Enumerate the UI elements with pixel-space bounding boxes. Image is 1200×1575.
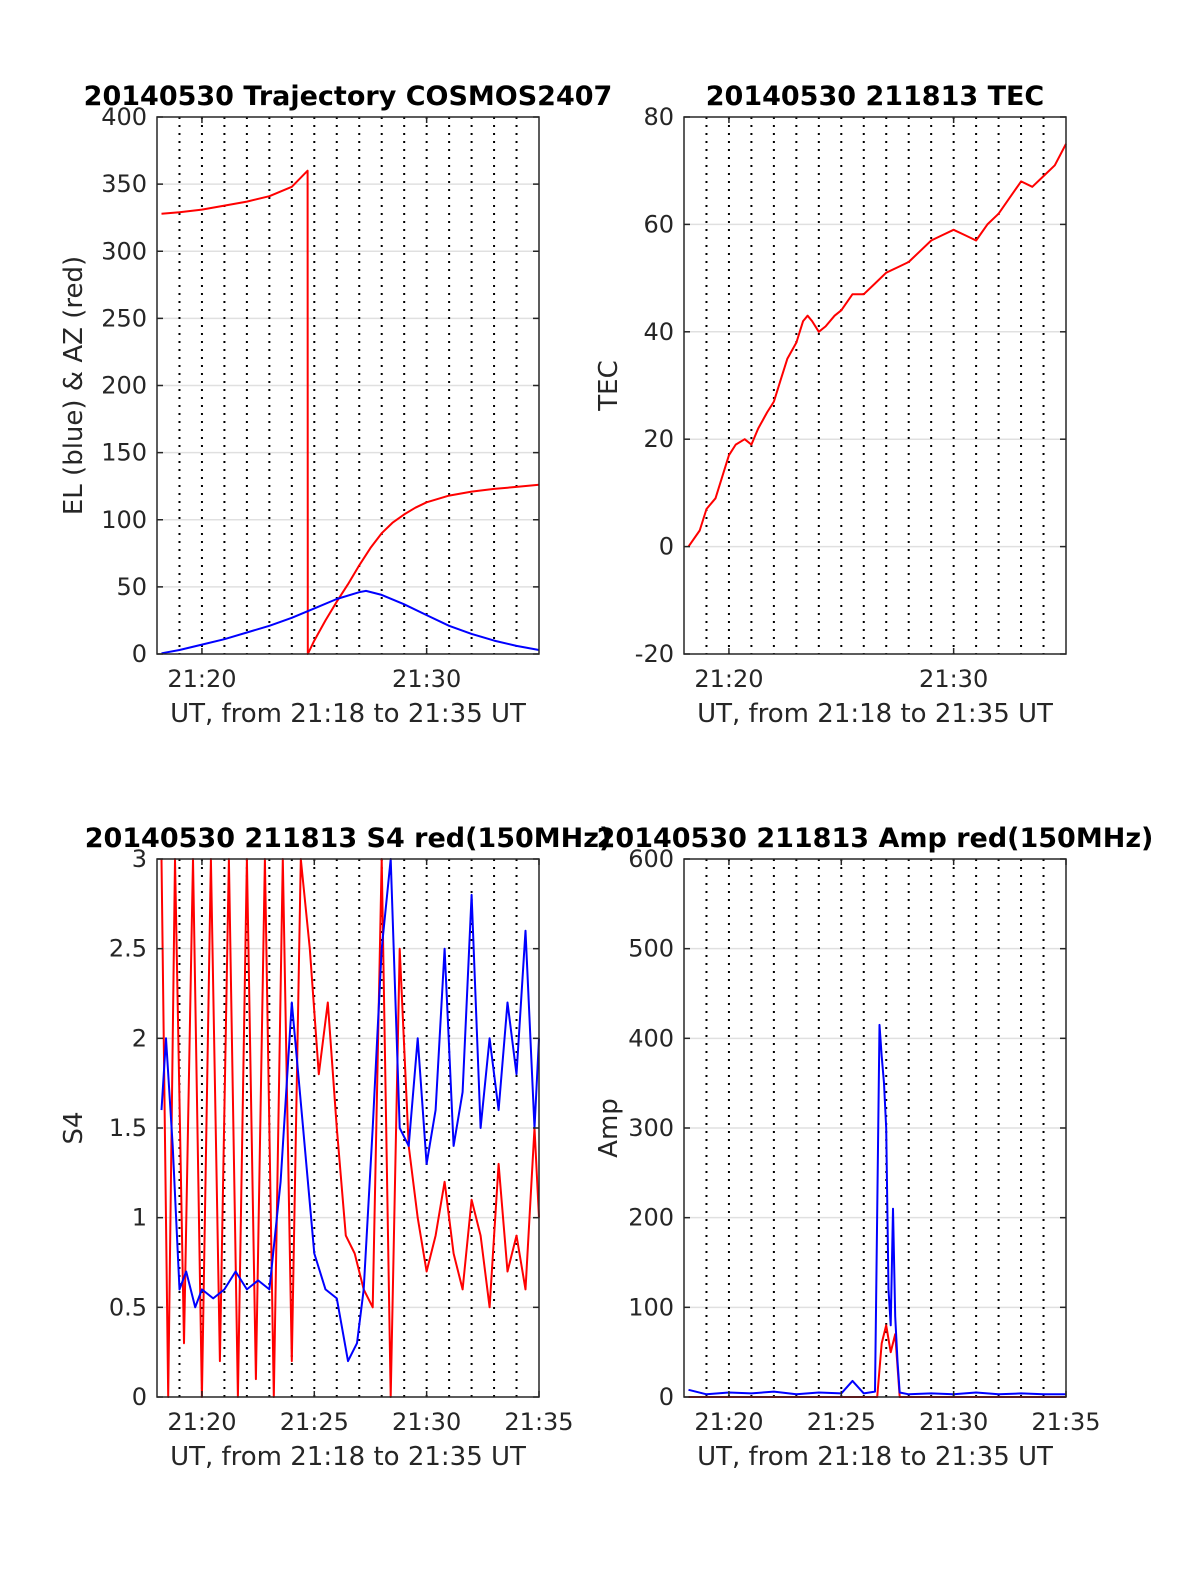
y-tick-label: 50 — [116, 573, 147, 601]
y-axis-label: TEC — [594, 360, 624, 411]
y-axis-label: EL (blue) & AZ (red) — [59, 256, 89, 515]
chart-panel-2: -20 0 20 40 60 80 21:20 21:30 20140530 211813 TE… — [594, 81, 1067, 729]
y-tick-label: 400 — [101, 103, 147, 131]
x-axis-label: UT, from 21:18 to 21:35 UT — [170, 699, 526, 729]
chart-panel-4: 0 100 200 300 400 500 600 21:20 21:25 21:30 21:35 2… — [594, 823, 1153, 1472]
x-tick-label: 21:30 — [919, 665, 988, 693]
x-tick-label: 21:30 — [919, 1408, 988, 1436]
y-tick-label: 20 — [643, 425, 674, 453]
x-tick-label: 21:35 — [1031, 1408, 1100, 1436]
x-tick-label: 21:30 — [392, 665, 461, 693]
y-tick-label: 60 — [643, 210, 674, 238]
x-tick-label: 21:30 — [392, 1408, 461, 1436]
y-tick-label: 0 — [132, 640, 147, 668]
series-line-1 — [688, 1324, 1066, 1398]
axes-box — [683, 116, 1067, 655]
y-tick-label: 600 — [628, 845, 674, 873]
y-tick-label: 1 — [132, 1204, 147, 1232]
x-tick-label: 21:20 — [167, 1408, 236, 1436]
y-tick-label: 150 — [101, 439, 147, 467]
y-tick-label: 100 — [628, 1293, 674, 1321]
chart-title: 20140530 211813 TEC — [706, 81, 1045, 112]
chart-panel-1: 0 50 100 150 200 250 300 350 400 21:20 21:30 201405… — [59, 81, 612, 729]
chart-panel-3: 0 0.5 1 1.5 2 2.5 3 21:20 21:25 21:30 21:35 2014053… — [59, 823, 611, 1472]
chart-title: 20140530 211813 S4 red(150MHz) — [85, 823, 612, 854]
chart-title: 20140530 Trajectory COSMOS2407 — [84, 81, 613, 112]
y-tick-label: 350 — [101, 170, 147, 198]
x-axis-label: UT, from 21:18 to 21:35 UT — [170, 1442, 526, 1472]
y-tick-label: 400 — [628, 1024, 674, 1052]
y-tick-label: 80 — [643, 103, 674, 131]
x-axis-label: UT, from 21:18 to 21:35 UT — [697, 699, 1053, 729]
series-line-2 — [161, 589, 540, 655]
y-tick-label: 2 — [132, 1024, 147, 1052]
y-tick-label: 100 — [101, 506, 147, 534]
y-tick-label: 300 — [101, 237, 147, 265]
y-axis-label: Amp — [594, 1098, 624, 1158]
x-tick-label: 21:20 — [694, 1408, 763, 1436]
y-tick-label: 0.5 — [109, 1293, 147, 1321]
y-axis-label: S4 — [59, 1111, 89, 1144]
y-tick-label: 200 — [628, 1204, 674, 1232]
y-tick-label: 500 — [628, 935, 674, 963]
y-tick-label: 300 — [628, 1114, 674, 1142]
series-line-1 — [687, 143, 1067, 548]
x-tick-label: 21:25 — [280, 1408, 349, 1436]
y-tick-label: -20 — [635, 640, 674, 668]
x-tick-label: 21:20 — [167, 665, 236, 693]
y-tick-label: 2.5 — [109, 935, 147, 963]
x-tick-label: 21:20 — [694, 665, 763, 693]
series-line-1 — [160, 858, 540, 1398]
series-line-1 — [161, 169, 540, 655]
y-tick-label: 250 — [101, 304, 147, 332]
y-tick-label: 3 — [132, 845, 147, 873]
chart-title: 20140530 211813 Amp red(150MHz) — [597, 823, 1154, 854]
y-tick-label: 0 — [659, 1383, 674, 1411]
x-tick-label: 21:25 — [807, 1408, 876, 1436]
y-tick-label: 200 — [101, 372, 147, 400]
x-tick-label: 21:35 — [504, 1408, 573, 1436]
x-axis-label: UT, from 21:18 to 21:35 UT — [697, 1442, 1053, 1472]
y-tick-label: 1.5 — [109, 1114, 147, 1142]
series-line-2 — [688, 1023, 1066, 1396]
series-line-2 — [160, 858, 540, 1363]
y-tick-label: 40 — [643, 318, 674, 346]
y-tick-label: 0 — [659, 533, 674, 561]
y-tick-label: 0 — [132, 1383, 147, 1411]
